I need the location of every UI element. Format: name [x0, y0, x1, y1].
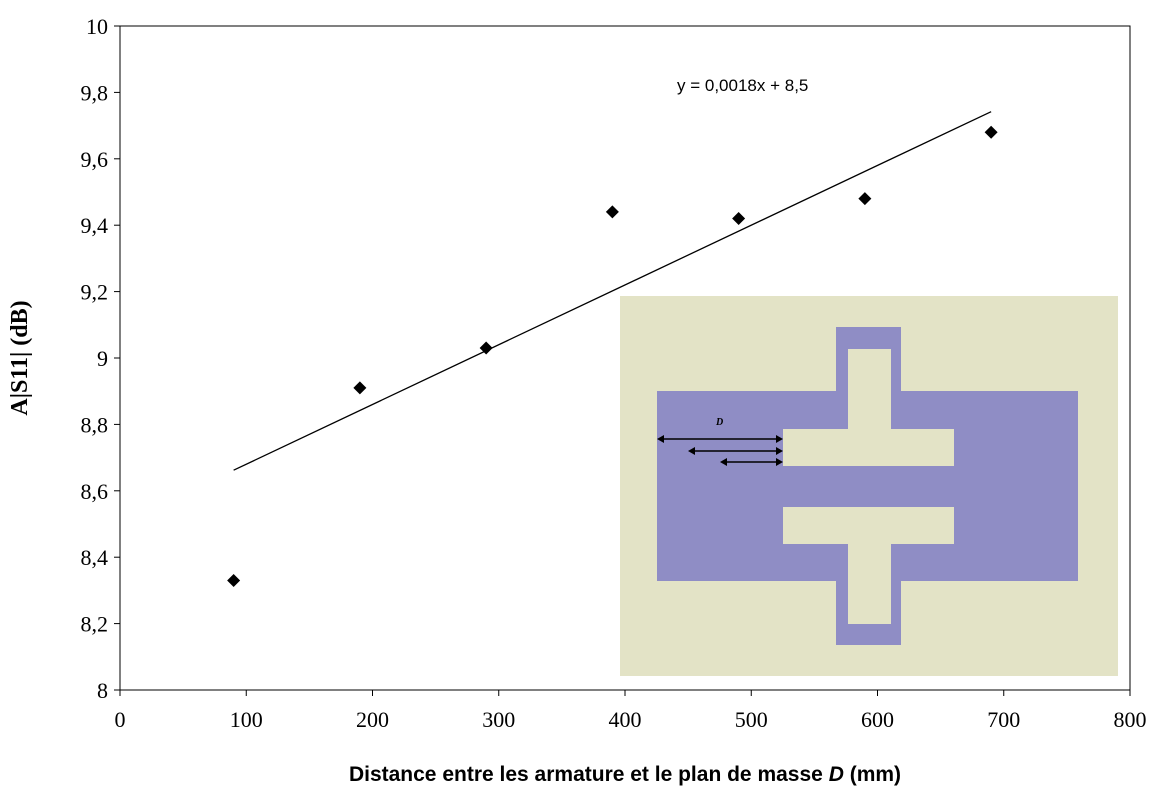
x-tick-label: 100	[230, 707, 263, 732]
x-tick-label: 500	[735, 707, 768, 732]
y-tick-label: 9,2	[81, 280, 109, 305]
x-axis-ticks: 0 100 200 300 400 500 600 700 800	[115, 690, 1147, 732]
y-tick-label: 8,2	[81, 612, 109, 637]
x-tick-label: 0	[115, 707, 126, 732]
x-axis-label-variable: D	[829, 763, 844, 786]
y-tick-label: 8,4	[81, 545, 109, 570]
distance-arrows	[659, 438, 781, 463]
upper-armature	[783, 349, 954, 466]
data-point	[858, 192, 872, 206]
trendline-equation: y = 0,0018x + 8,5	[677, 76, 808, 95]
inset-distance-label: D	[715, 417, 723, 428]
x-tick-label: 800	[1114, 707, 1147, 732]
y-tick-label: 8	[97, 678, 108, 703]
y-tick-label: 9,8	[81, 80, 109, 105]
x-axis-label: Distance entre les armature et le plan d…	[349, 763, 901, 786]
data-point	[479, 341, 493, 355]
trendline	[233, 111, 992, 471]
data-point	[605, 205, 619, 219]
data-point	[227, 573, 241, 587]
antenna-inset-diagram: D	[620, 296, 1118, 676]
data-points	[227, 125, 998, 587]
y-axis-label: A|S11| (dB)	[7, 300, 33, 415]
x-tick-label: 300	[482, 707, 515, 732]
y-tick-label: 8,8	[81, 412, 109, 437]
ground-plane-shape	[657, 327, 1078, 645]
x-axis-label-text: Distance entre les armature et le plan d…	[349, 763, 823, 786]
y-axis-ticks: 8 8,2 8,4 8,6 8,8 9 9,2 9,4 9,6 9,8 10	[81, 14, 120, 703]
y-tick-label: 9,6	[81, 147, 109, 172]
plot-area-border	[119, 25, 1131, 691]
x-tick-label: 600	[861, 707, 894, 732]
y-tick-label: 9,4	[81, 213, 109, 238]
x-tick-label: 400	[609, 707, 642, 732]
x-tick-label: 700	[987, 707, 1020, 732]
data-point	[984, 125, 998, 139]
lower-armature	[783, 507, 954, 624]
y-tick-label: 8,6	[81, 479, 109, 504]
arrow-heads	[657, 435, 783, 466]
data-point	[732, 212, 746, 226]
x-tick-label: 200	[356, 707, 389, 732]
data-point	[353, 381, 367, 395]
x-axis-label-unit: (mm)	[850, 763, 901, 786]
y-tick-label: 9	[97, 346, 108, 371]
y-tick-label: 10	[86, 14, 108, 39]
